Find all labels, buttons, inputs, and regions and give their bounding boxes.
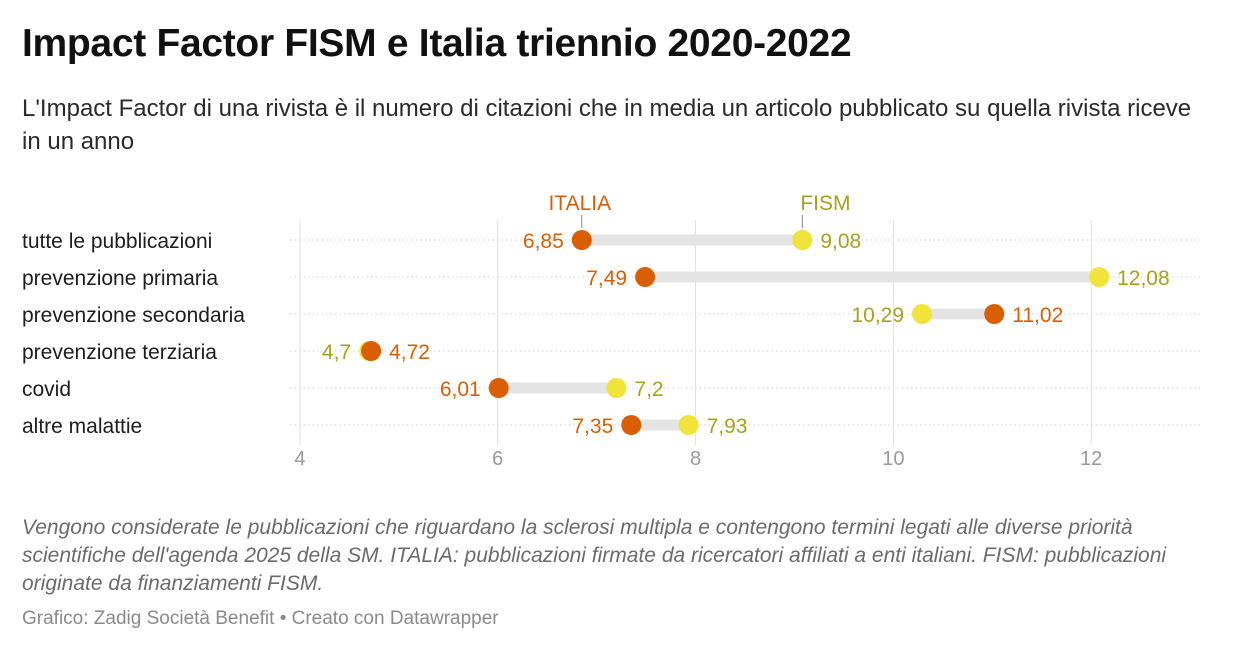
- category-label: prevenzione secondaria: [22, 304, 245, 327]
- x-tick-label: 12: [1080, 448, 1102, 470]
- fism-value-label: 9,08: [820, 230, 861, 253]
- x-tick-label: 8: [690, 448, 701, 470]
- fism-value-label: 4,7: [322, 341, 351, 364]
- legend-italia: ITALIA: [548, 192, 611, 215]
- x-tick-label: 4: [294, 448, 305, 470]
- italia-dot: [635, 267, 656, 287]
- italia-value-label: 7,35: [572, 415, 613, 438]
- italia-value-label: 4,72: [389, 341, 430, 364]
- fism-value-label: 7,2: [634, 378, 663, 401]
- fism-dot: [1089, 267, 1110, 287]
- italia-value-label: 11,02: [1012, 304, 1063, 327]
- category-label: prevenzione terziaria: [22, 341, 217, 364]
- chart-notes: Vengono considerate le pubblicazioni che…: [22, 516, 1167, 595]
- chart-subtitle: L'Impact Factor di una rivista è il nume…: [22, 95, 1192, 155]
- fism-dot: [606, 378, 627, 398]
- chart-source: Grafico: Zadig Società Benefit • Creato …: [22, 608, 499, 629]
- italia-dot: [621, 415, 642, 435]
- legend-fism: FISM: [800, 192, 850, 215]
- fism-dot: [678, 415, 699, 435]
- italia-dot: [361, 341, 382, 361]
- fism-value-label: 12,08: [1117, 267, 1170, 290]
- x-tick-label: 10: [882, 448, 904, 470]
- dot-range-chart: 4 6 8 10 12 tutte le pubblicazioni 6,85 9,08 pre…: [22, 192, 1200, 470]
- fism-dot: [912, 304, 933, 324]
- italia-value-label: 7,49: [586, 267, 627, 290]
- category-label: altre malattie: [22, 415, 142, 438]
- fism-value-label: 10,29: [851, 304, 904, 327]
- category-label: covid: [22, 378, 71, 401]
- fism-value-label: 7,93: [707, 415, 748, 438]
- category-label: tutte le pubblicazioni: [22, 230, 212, 253]
- chart-title: Impact Factor FISM e Italia triennio 202…: [22, 22, 852, 65]
- italia-dot: [984, 304, 1005, 324]
- category-label: prevenzione primaria: [22, 267, 218, 290]
- italia-value-label: 6,85: [523, 230, 564, 253]
- italia-value-label: 6,01: [440, 378, 481, 401]
- italia-dot: [488, 378, 509, 398]
- x-tick-label: 6: [492, 448, 503, 470]
- fism-dot: [792, 230, 813, 250]
- italia-dot: [571, 230, 592, 250]
